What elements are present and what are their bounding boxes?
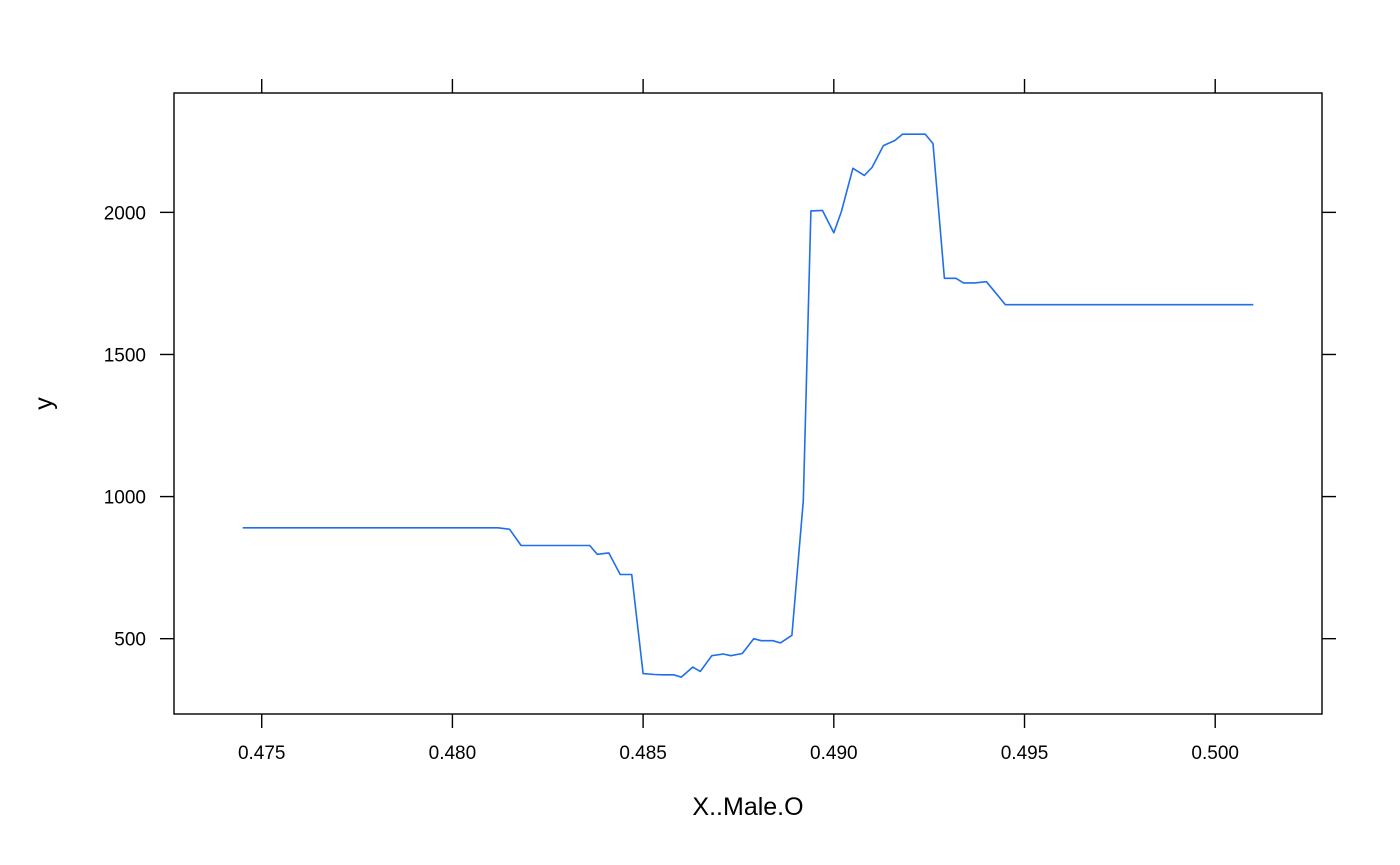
- y-axis-left: 500 1000 1500 2000: [104, 203, 174, 651]
- x-axis-bottom: 0.475 0.480 0.485 0.490 0.495 0.500: [238, 714, 1239, 764]
- series-line: [242, 133, 1254, 678]
- x-tick-label: 0.490: [810, 743, 858, 764]
- x-tick-label: 0.475: [238, 743, 286, 764]
- x-tick-label: 0.485: [619, 743, 667, 764]
- y-tick-label: 1000: [104, 488, 146, 509]
- y-axis-right: [1322, 211, 1336, 640]
- x-tick-label: 0.480: [429, 743, 477, 764]
- x-tick-label: 0.500: [1191, 743, 1239, 764]
- y-tick-label: 1500: [104, 345, 146, 366]
- y-tick-label: 2000: [104, 203, 146, 224]
- y-tick-label: 500: [114, 630, 146, 651]
- x-axis-label: X..Male.O: [692, 793, 803, 821]
- plot-frame: [173, 92, 1323, 715]
- x-axis-top: [261, 79, 1216, 93]
- y-axis-label: y: [30, 397, 58, 410]
- x-tick-label: 0.495: [1001, 743, 1049, 764]
